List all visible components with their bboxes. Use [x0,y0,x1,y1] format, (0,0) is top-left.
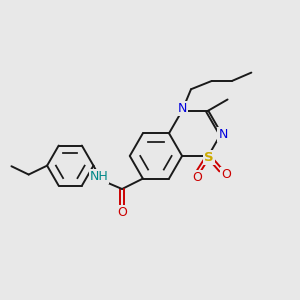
Text: S: S [204,151,214,164]
Text: NH: NH [89,170,108,183]
Text: O: O [192,171,202,184]
Text: O: O [117,206,127,219]
Text: O: O [221,168,231,181]
Text: N: N [218,128,228,141]
Text: N: N [177,102,187,115]
